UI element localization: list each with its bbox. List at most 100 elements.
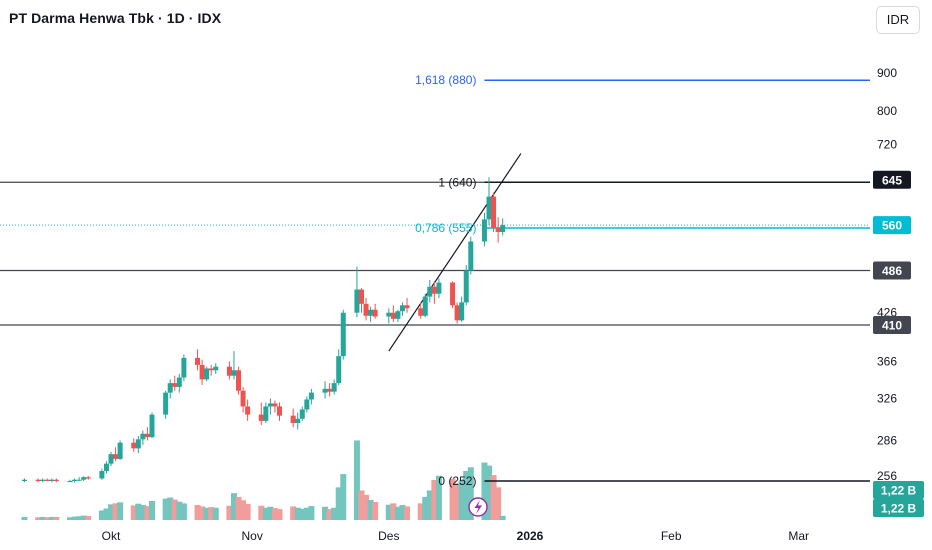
volume-bar bbox=[454, 483, 461, 520]
volume-bar bbox=[44, 517, 51, 520]
price-badge-label: 645 bbox=[882, 173, 902, 187]
volume-bar bbox=[372, 501, 379, 520]
flash-icon[interactable] bbox=[468, 497, 488, 517]
chart-title: PT Darma Henwa Tbk · 1D · IDX bbox=[9, 10, 222, 26]
candle-body bbox=[336, 356, 342, 384]
x-tick-label: 2026 bbox=[517, 529, 544, 543]
drawing-lines bbox=[0, 79, 870, 482]
volume-bar bbox=[422, 496, 429, 520]
candle-body bbox=[468, 241, 474, 271]
x-tick-label: Nov bbox=[242, 529, 263, 543]
volume-bar bbox=[53, 516, 60, 520]
y-tick-label: 256 bbox=[877, 469, 897, 483]
candle-body bbox=[195, 357, 201, 365]
time-axis: Okt Nov Des 2026 Feb Mar bbox=[102, 529, 809, 543]
candle-body bbox=[358, 289, 364, 304]
candle-body bbox=[44, 479, 50, 482]
volume-bar bbox=[21, 516, 28, 520]
volume-bar bbox=[267, 506, 274, 520]
volume-bar bbox=[322, 506, 329, 520]
candle-body bbox=[231, 370, 237, 376]
volume-bar bbox=[35, 517, 42, 520]
candle-body bbox=[245, 406, 251, 415]
volume-bar bbox=[467, 467, 474, 520]
candle-body bbox=[354, 289, 360, 313]
volume-bar bbox=[148, 500, 155, 520]
fib-level-label: 1,618 (880) bbox=[415, 73, 476, 87]
volume-bar bbox=[353, 440, 360, 520]
candle-body bbox=[322, 388, 328, 393]
volume-bar bbox=[144, 506, 151, 520]
y-tick-label: 800 bbox=[877, 104, 897, 118]
volume-bar bbox=[463, 471, 470, 520]
volume-bar bbox=[426, 490, 433, 520]
volume-bar bbox=[208, 507, 215, 520]
volume-bar bbox=[399, 505, 406, 520]
volume-bar bbox=[367, 499, 374, 520]
volume-bar bbox=[76, 516, 83, 520]
y-tick-label: 900 bbox=[877, 66, 897, 80]
price-badge bbox=[873, 261, 911, 280]
volume-bar bbox=[103, 508, 110, 520]
candle-body bbox=[149, 414, 155, 438]
price-badge-label: 560 bbox=[882, 219, 902, 233]
volume-bar bbox=[303, 507, 310, 520]
candle-body bbox=[431, 286, 437, 294]
candle-body bbox=[422, 296, 428, 316]
volume-bar bbox=[230, 493, 237, 520]
volume-bar bbox=[385, 504, 392, 520]
volume-bar bbox=[180, 503, 187, 520]
volume-bar bbox=[194, 505, 201, 520]
y-tick-label: 720 bbox=[877, 138, 897, 152]
volume-badge bbox=[873, 481, 924, 499]
candle-body bbox=[258, 414, 264, 421]
price-badge-label: 410 bbox=[882, 319, 902, 333]
volume-bar bbox=[326, 509, 333, 520]
fib-level-label: 0 (252) bbox=[438, 474, 476, 488]
candle-body bbox=[304, 399, 310, 410]
volume-bar bbox=[335, 487, 342, 520]
candle-body bbox=[436, 282, 442, 294]
volume-bar bbox=[394, 506, 401, 520]
volume-bars bbox=[21, 440, 506, 520]
candle-body bbox=[213, 366, 219, 371]
volume-bar bbox=[80, 515, 87, 520]
candle-body bbox=[21, 479, 27, 482]
volume-bar bbox=[130, 505, 137, 520]
x-tick-label: Okt bbox=[102, 529, 121, 543]
volume-bar bbox=[258, 505, 265, 520]
price-badge bbox=[873, 316, 911, 334]
candle-body bbox=[81, 477, 87, 480]
volume-bar bbox=[390, 503, 397, 520]
candle-body bbox=[491, 196, 497, 228]
volume-badge-label: 1,22 B bbox=[881, 484, 917, 498]
candle-body bbox=[113, 454, 119, 459]
candle-body bbox=[236, 370, 242, 391]
candle-body bbox=[386, 312, 392, 317]
candle-body bbox=[277, 406, 283, 416]
fib-level-label: 1 (640) bbox=[438, 175, 476, 189]
volume-bar bbox=[417, 503, 424, 520]
candle-body bbox=[131, 442, 137, 449]
volume-bar bbox=[358, 490, 365, 520]
candle-body bbox=[327, 388, 333, 392]
volume-bar bbox=[240, 500, 247, 520]
volume-bar bbox=[39, 516, 46, 520]
volume-bar bbox=[67, 517, 74, 520]
candle-body bbox=[399, 305, 405, 312]
volume-bar bbox=[176, 501, 183, 520]
candle-body bbox=[49, 479, 55, 482]
candle-body bbox=[67, 481, 73, 483]
candle-body bbox=[463, 270, 469, 303]
x-tick-label: Feb bbox=[661, 529, 682, 543]
candle-body bbox=[35, 479, 41, 482]
fib-labels: 1,618 (880) 1 (640) 0,786 (555) 0 (252) bbox=[415, 73, 476, 488]
currency-button[interactable]: IDR bbox=[876, 6, 920, 34]
candle-body bbox=[144, 433, 150, 438]
fib-level-label: 0,786 (555) bbox=[415, 221, 476, 235]
volume-bar bbox=[308, 506, 315, 520]
volume-bar bbox=[495, 487, 502, 520]
candle-body bbox=[108, 454, 114, 464]
candle-body bbox=[85, 477, 91, 479]
